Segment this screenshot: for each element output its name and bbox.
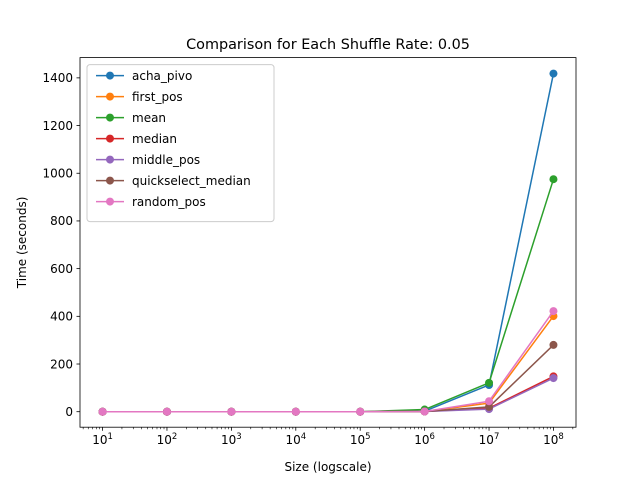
data-point [162,407,171,416]
data-point [549,374,558,383]
legend-swatch-marker [106,134,114,143]
series-line [102,310,555,413]
data-point [549,307,558,316]
y-tick-label: 1000 [42,167,73,181]
legend-label: median [132,132,177,146]
x-axis: 101 102 103 104 105 106 107 108 [82,427,574,447]
y-tick-label: 1400 [42,71,73,85]
data-point [291,407,300,416]
y-tick-label: 200 [50,357,73,371]
legend-label: middle_pos [132,153,200,167]
x-tick-label: 104 [285,432,306,447]
y-axis-label: Time (seconds) [15,197,29,290]
axes-frame [79,57,577,428]
y-tick-label: 600 [50,262,73,276]
data-point [98,407,107,416]
data-point [549,69,558,78]
y-tick-label: 0 [65,405,73,419]
x-tick-label: 106 [414,432,435,447]
x-axis-label: Size (logscale) [284,460,371,474]
data-point [485,397,494,406]
data-point [227,407,236,416]
plot-area: 101 102 103 104 105 106 107 108 0 200 400 600 800 100… [15,37,577,474]
data-point [485,378,494,387]
x-tick-label: 101 [92,432,113,447]
series-random_pos [98,307,558,416]
legend-swatch-marker [106,92,114,101]
legend-swatch-marker [106,155,114,164]
data-point [356,407,365,416]
data-point [549,340,558,349]
data-point [485,402,494,411]
x-tick-label: 105 [350,432,371,447]
chart-title: Comparison for Each Shuffle Rate: 0.05 [186,37,470,53]
x-tick-label: 108 [543,432,564,447]
x-tick-label: 102 [157,432,178,447]
legend-swatch-marker [106,176,114,185]
x-tick-label: 107 [479,432,500,447]
y-tick-label: 400 [50,310,73,324]
x-tick-label: 103 [221,432,242,447]
data-point [549,175,558,184]
legend-box [86,64,275,223]
data-point [420,407,429,416]
legend-label: mean [132,111,166,125]
legend-label: acha_pivo [132,69,192,83]
legend-label: random_pos [132,195,206,209]
legend-swatch-marker [106,197,114,206]
y-axis: 0 200 400 600 800 1000 1200 1400 [42,71,80,419]
legend-label: first_pos [132,90,183,104]
legend-label: quickselect_median [132,174,251,188]
legend-swatch-marker [106,113,114,122]
legend-swatch-marker [106,71,114,80]
y-tick-label: 1200 [42,119,73,133]
y-tick-label: 800 [50,214,73,228]
